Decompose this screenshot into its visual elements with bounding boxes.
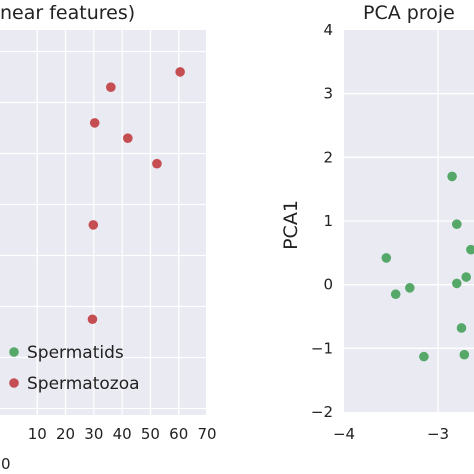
right-chart-title: PCA proje (363, 2, 455, 24)
left-data-point (175, 67, 185, 77)
left-data-point (106, 82, 116, 92)
legend-label-spermatozoa: Spermatozoa (27, 374, 140, 394)
left-scatter-panel: near features) 10 20 30 40 50 60 70 0 Spermati… (0, 2, 217, 473)
left-x-tick-label: 20 (56, 425, 75, 443)
right-data-points (381, 171, 474, 362)
right-x-tick-label: −4 (333, 425, 355, 443)
right-data-point (381, 253, 392, 263)
left-data-point (88, 220, 99, 230)
right-x-tick-label: −3 (427, 425, 449, 443)
left-x-tick-label: 30 (84, 425, 103, 443)
left-x-tick-label: 60 (169, 425, 188, 443)
right-data-point (452, 219, 462, 229)
left-data-point (152, 158, 162, 169)
right-y-tick-label: 2 (323, 148, 333, 166)
left-x-tick-label: 40 (113, 425, 132, 443)
left-data-points (87, 67, 185, 325)
right-data-point (452, 278, 462, 289)
left-x-partial-label: 0 (1, 455, 11, 473)
right-y-tick-label: 1 (323, 212, 333, 230)
right-data-point (447, 171, 457, 182)
right-scatter-panel: PCA proje −2 −1 0 1 2 3 4 −4 −3 −2 PCA1 (280, 2, 474, 443)
legend-marker-spermatids (9, 347, 19, 357)
legend-label-spermatids: Spermatids (27, 343, 124, 363)
legend: Spermatids Spermatozoa (9, 343, 140, 394)
right-y-tick-label: 3 (323, 85, 333, 103)
left-data-point (87, 314, 98, 325)
left-chart-title: near features) (0, 2, 135, 24)
right-data-point (405, 283, 415, 293)
right-y-tick-label: 4 (323, 21, 333, 39)
right-y-tick-label: −1 (311, 339, 333, 357)
right-y-tick-labels: −2 −1 0 1 2 3 4 (311, 21, 333, 421)
left-x-tick-label: 10 (28, 425, 47, 443)
right-y-tick-label: 0 (323, 276, 333, 294)
left-plot-area (0, 30, 206, 415)
right-data-point (456, 323, 467, 333)
right-data-point (459, 349, 470, 360)
left-data-point (123, 133, 133, 143)
left-x-tick-label: 70 (197, 425, 216, 443)
left-x-tick-label: 50 (141, 425, 160, 443)
legend-marker-spermatozoa (9, 378, 19, 388)
right-x-tick-labels: −4−3−2 (333, 425, 449, 443)
right-data-point (466, 244, 474, 255)
right-data-point (461, 272, 472, 282)
right-data-point (419, 351, 429, 362)
left-data-point (89, 118, 100, 128)
right-y-tick-label: −2 (311, 403, 333, 421)
right-data-point (390, 289, 401, 300)
left-x-tick-labels: 10 20 30 40 50 60 70 (28, 425, 217, 443)
right-y-axis-label: PCA1 (280, 200, 302, 250)
